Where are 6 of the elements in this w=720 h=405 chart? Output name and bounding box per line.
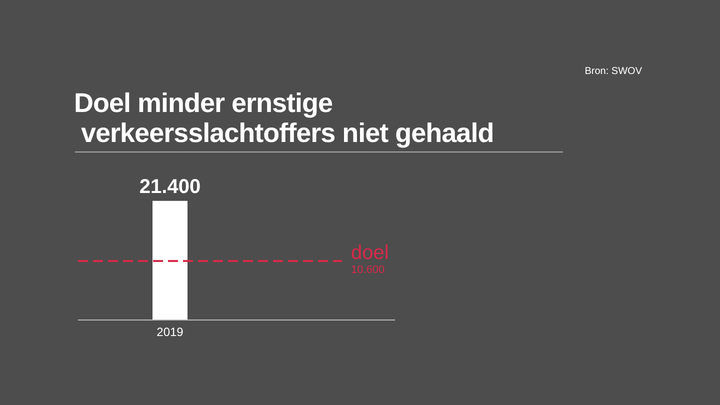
text: Bron: SWOV xyxy=(584,66,642,77)
text: 10.600 xyxy=(351,264,385,276)
ref-line-label: doel xyxy=(351,242,389,264)
data-label: 21.400 xyxy=(139,176,201,198)
x-tick-label: 2019 xyxy=(156,325,184,339)
text: Doel minder ernstige verkeersslachtoffers niet gehaald xyxy=(74,88,494,148)
